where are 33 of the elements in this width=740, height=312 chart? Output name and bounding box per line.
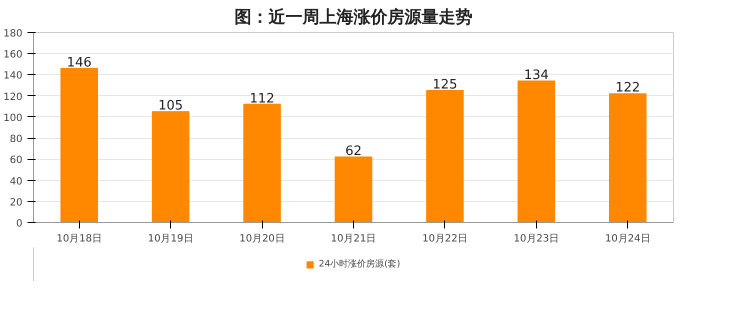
x-tick-label: 10月24日 [605, 234, 651, 244]
x-tick-label: 10月20日 [239, 234, 285, 244]
y-tick-label: 120 [3, 92, 23, 103]
bar [426, 90, 464, 222]
data-label: 146 [66, 55, 92, 70]
bar [518, 80, 556, 222]
chart-title: 图：近一周上海涨价房源量走势 [234, 8, 472, 28]
x-tick-label: 10月18日 [56, 234, 102, 244]
bar [152, 111, 190, 222]
bar [60, 68, 98, 222]
data-label: 112 [250, 91, 274, 106]
y-tick-label: 180 [3, 28, 23, 40]
bar [334, 156, 372, 222]
x-tick-label: 10月21日 [330, 234, 376, 244]
y-tick-label: 0 [16, 218, 23, 230]
x-tick-label: 10月22日 [422, 234, 468, 244]
y-tick-label: 60 [10, 155, 23, 166]
y-tick-label: 80 [10, 134, 23, 146]
bar [243, 104, 281, 222]
y-tick-label: 160 [3, 50, 23, 61]
x-tick-label: 10月23日 [514, 234, 560, 244]
data-label: 134 [524, 68, 549, 84]
y-tick-label: 140 [3, 70, 23, 82]
x-tick-label: 10月19日 [148, 234, 194, 244]
data-label: 122 [615, 80, 640, 96]
y-tick-label: 40 [10, 176, 23, 188]
y-tick-label: 20 [10, 197, 23, 208]
data-label: 125 [432, 78, 458, 93]
data-label: 62 [345, 144, 362, 160]
bar [609, 93, 647, 222]
data-label: 105 [158, 98, 184, 114]
y-tick-label: 100 [3, 112, 23, 124]
legend-label: 24小时涨价房源(套) [318, 258, 400, 270]
